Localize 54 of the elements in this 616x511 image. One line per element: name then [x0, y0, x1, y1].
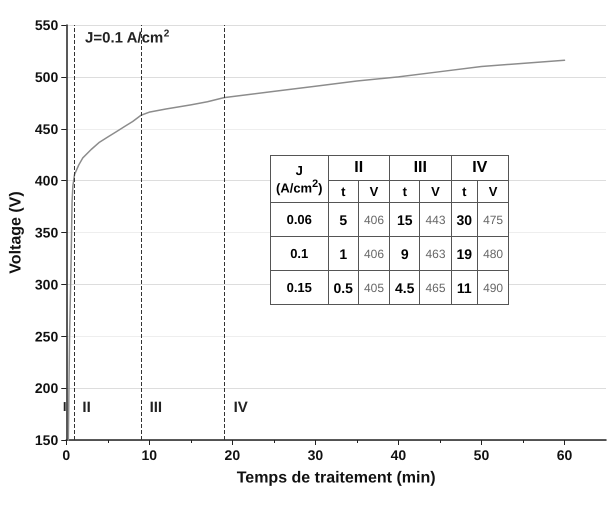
text: 4.5 [395, 280, 414, 296]
y-axis-title: Voltage (V) [8, 191, 24, 274]
text: 490 [483, 280, 504, 294]
text: 463 [425, 246, 446, 260]
y-tick-label: 300 [34, 276, 58, 292]
x-tick-label: 20 [224, 447, 240, 463]
line-series [68, 60, 566, 441]
y-tick-label: 150 [34, 432, 58, 448]
text: 0.5 [334, 280, 353, 296]
text: 480 [483, 246, 504, 260]
annotation: V [478, 180, 509, 202]
annotation: I [62, 399, 67, 414]
y-tick-label: 500 [34, 68, 58, 85]
y-tick-label: 250 [34, 328, 58, 344]
x-tick-label: 30 [308, 447, 324, 463]
annotation: t [390, 180, 420, 202]
annotation: II [82, 399, 91, 416]
text: 19 [456, 246, 472, 262]
y-tick-label: 450 [34, 120, 58, 137]
text: 406 [364, 246, 384, 260]
annotation: III [150, 399, 162, 416]
y-tick-label: 550 [34, 17, 58, 33]
category-label: 0.1 [290, 246, 308, 261]
x-tick-label: 60 [556, 447, 572, 463]
y-tick-label: 400 [34, 172, 58, 189]
x-tick-label: 0 [62, 447, 70, 463]
annotation: V [358, 180, 390, 202]
x-tick-label: 10 [142, 447, 158, 463]
text: 11 [456, 280, 472, 296]
text: 5 [339, 212, 348, 228]
annotation: IV [234, 399, 248, 416]
text: 9 [400, 246, 409, 262]
y-tick-label: 200 [34, 380, 58, 396]
category-label: III [390, 156, 451, 180]
category-label: 0.06 [286, 212, 312, 227]
annotation: V [420, 180, 451, 202]
y-tick-label: 350 [34, 224, 58, 240]
text: 406 [364, 212, 384, 226]
text: 405 [364, 280, 384, 294]
text: 443 [425, 212, 446, 226]
category-label: IV [451, 156, 509, 180]
category-label: 0.15 [286, 280, 312, 295]
x-axis-title: Temps de traitement (min) [236, 470, 436, 486]
text: 465 [425, 280, 446, 294]
text: 1 [339, 246, 348, 262]
annotation: t [328, 180, 358, 202]
annotation: t [451, 180, 478, 202]
text: 475 [483, 212, 504, 226]
text: 15 [396, 212, 413, 228]
text: 30 [456, 212, 472, 228]
x-tick-label: 40 [390, 447, 406, 463]
category-label: II [328, 156, 390, 180]
text: J (A/cm$^{2}$) [270, 156, 328, 202]
x-tick-label: 50 [474, 447, 490, 463]
